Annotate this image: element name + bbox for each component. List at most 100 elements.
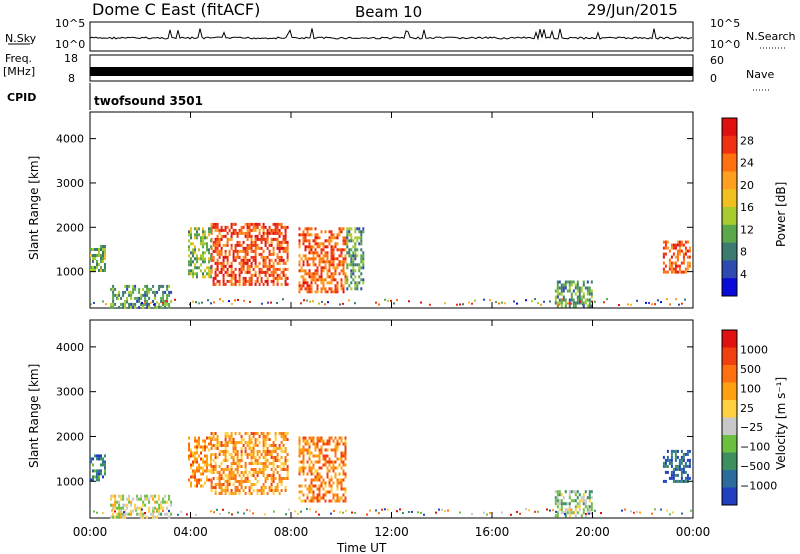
- range-time-cell: [250, 474, 253, 477]
- range-time-cell: [284, 282, 287, 286]
- range-time-cell: [270, 486, 273, 489]
- range-time-cell: [342, 236, 345, 240]
- range-time-cell: [338, 260, 341, 264]
- range-time-cell: [322, 248, 325, 252]
- ground-scatter-cell: [300, 510, 302, 513]
- range-time-cell: [144, 284, 147, 288]
- range-time-cell: [260, 270, 263, 274]
- range-time-cell: [238, 492, 241, 495]
- range-time-cell: [280, 450, 283, 453]
- range-time-cell: [318, 487, 321, 491]
- range-time-cell: [220, 444, 223, 447]
- range-time-cell: [670, 473, 673, 477]
- range-time-cell: [574, 304, 577, 308]
- range-time-cell: [666, 449, 669, 453]
- range-time-cell: [274, 258, 277, 262]
- ground-scatter-cell: [384, 298, 386, 301]
- range-time-cell: [112, 512, 115, 516]
- range-time-cell: [662, 479, 665, 483]
- y-tick-label: 4000: [56, 133, 84, 146]
- range-time-cell: [348, 230, 351, 234]
- range-time-cell: [336, 248, 339, 252]
- range-time-cell: [300, 484, 303, 488]
- range-time-cell: [350, 260, 353, 264]
- range-time-cell: [686, 249, 689, 253]
- range-time-cell: [196, 478, 198, 482]
- range-time-cell: [218, 279, 221, 283]
- range-time-cell: [230, 225, 233, 229]
- range-time-cell: [214, 462, 217, 465]
- ground-scatter-cell: [354, 512, 356, 515]
- range-time-cell: [214, 486, 217, 489]
- range-time-cell: [194, 469, 196, 473]
- range-time-cell: [574, 493, 577, 497]
- range-time-cell: [340, 263, 343, 267]
- range-time-cell: [318, 451, 321, 455]
- range-time-cell: [328, 269, 331, 273]
- range-time-cell: [120, 509, 123, 513]
- range-time-cell: [284, 456, 287, 459]
- range-time-cell: [558, 292, 561, 296]
- range-time-cell: [212, 438, 215, 441]
- range-time-cell: [222, 279, 225, 283]
- range-time-cell: [194, 460, 196, 464]
- range-time-cell: [276, 237, 279, 241]
- range-time-cell: [278, 246, 281, 250]
- range-time-cell: [358, 227, 361, 231]
- range-time-cell: [310, 451, 313, 455]
- range-time-cell: [154, 305, 157, 309]
- range-time-cell: [682, 452, 685, 456]
- range-time-cell: [360, 248, 363, 252]
- range-time-cell: [274, 450, 277, 453]
- range-time-cell: [284, 240, 287, 244]
- range-time-cell: [246, 432, 249, 435]
- range-time-cell: [556, 505, 559, 509]
- range-time-cell: [262, 282, 265, 286]
- range-time-cell: [562, 496, 565, 500]
- range-time-cell: [232, 252, 235, 256]
- ground-scatter-cell: [270, 301, 272, 304]
- range-time-cell: [248, 228, 251, 232]
- range-time-cell: [324, 254, 327, 258]
- range-time-cell: [562, 295, 565, 299]
- range-time-cell: [338, 436, 341, 440]
- range-time-cell: [316, 442, 319, 446]
- range-time-cell: [332, 496, 335, 500]
- range-time-cell: [164, 512, 167, 516]
- range-time-cell: [152, 494, 155, 498]
- range-time-cell: [304, 484, 307, 488]
- range-time-cell: [116, 293, 119, 297]
- range-time-cell: [576, 511, 579, 515]
- range-time-cell: [306, 230, 309, 234]
- range-time-cell: [136, 497, 139, 501]
- range-time-cell: [264, 486, 267, 489]
- range-time-cell: [212, 243, 215, 247]
- range-time-cell: [326, 290, 329, 294]
- ground-scatter-cell: [375, 509, 377, 512]
- range-time-cell: [190, 484, 192, 488]
- range-time-cell: [200, 263, 202, 267]
- range-time-cell: [188, 442, 190, 446]
- range-time-cell: [202, 469, 204, 473]
- range-time-cell: [334, 236, 337, 240]
- ground-scatter-cell: [423, 513, 425, 516]
- range-time-cell: [232, 459, 235, 462]
- range-time-cell: [280, 231, 283, 235]
- range-time-cell: [128, 494, 131, 498]
- range-time-cell: [354, 281, 357, 285]
- range-time-cell: [302, 236, 305, 240]
- range-time-cell: [240, 480, 243, 483]
- range-time-cell: [302, 457, 305, 461]
- range-time-cell: [230, 273, 233, 277]
- range-time-cell: [246, 246, 249, 250]
- range-time-cell: [214, 447, 217, 450]
- range-time-cell: [234, 258, 237, 262]
- range-time-cell: [260, 225, 263, 229]
- range-time-cell: [360, 236, 363, 240]
- range-time-cell: [250, 255, 253, 259]
- range-time-cell: [252, 258, 255, 262]
- range-time-cell: [234, 243, 237, 247]
- range-time-cell: [90, 248, 92, 251]
- range-time-cell: [578, 505, 581, 509]
- range-time-cell: [686, 452, 689, 456]
